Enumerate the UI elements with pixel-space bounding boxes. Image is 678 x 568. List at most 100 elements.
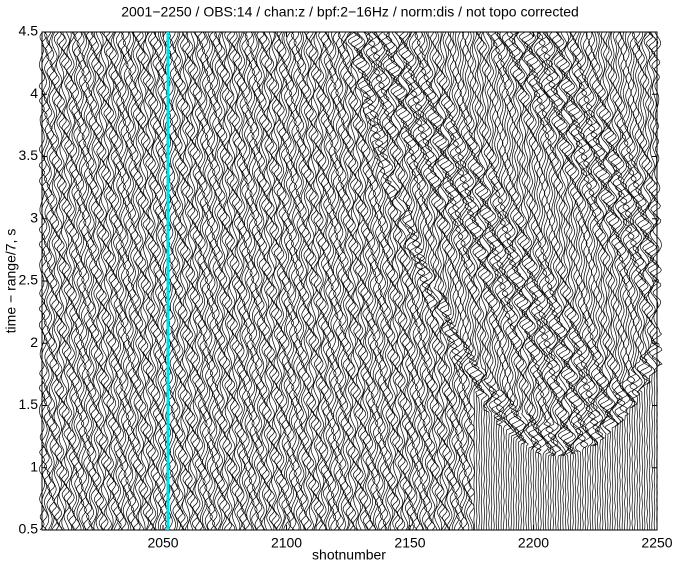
trace [343,31,352,531]
trace [374,31,386,531]
trace [337,31,344,531]
trace [68,31,75,530]
y-tick-label: 1.5 [19,396,39,412]
trace [100,31,107,531]
trace [411,31,423,531]
trace [604,31,616,531]
trace [481,31,492,531]
y-tick-label: 2 [30,334,38,350]
trace [342,31,351,531]
chart-title: 2001−2250 / OBS:14 / chan:z / bpf:2−16Hz… [121,4,579,20]
trace [416,31,428,531]
trace [579,31,591,531]
trace [616,31,628,531]
trace [206,31,214,531]
trace [330,31,337,531]
trace [157,32,164,531]
trace [179,31,186,531]
trace [112,31,120,531]
trace [384,31,396,531]
trace [105,31,112,531]
trace [483,31,495,531]
trace [634,31,646,530]
trace [409,31,421,531]
trace [513,31,525,530]
trace [582,31,594,531]
trace [609,31,621,531]
trace [444,31,455,531]
trace [117,31,125,531]
trace [275,31,283,531]
x-tick-label: 2200 [518,535,549,551]
trace [320,31,327,531]
trace [552,31,564,531]
trace [622,31,633,530]
trace [46,31,53,531]
trace [187,31,194,531]
trace [95,31,102,531]
trace [550,31,562,531]
trace [466,31,478,531]
y-tick-label: 3.5 [19,147,39,163]
trace [649,31,660,531]
trace [248,31,256,531]
trace [402,31,414,531]
trace [61,31,68,531]
trace [463,31,475,530]
trace [377,31,389,531]
trace [631,31,643,531]
trace [317,31,325,531]
trace [399,31,411,531]
x-tick-label: 2050 [147,535,178,551]
trace [459,31,470,531]
trace [498,31,510,530]
trace [322,31,330,531]
x-tick-label: 2100 [271,535,302,551]
trace [599,31,611,531]
y-tick-label: 0.5 [19,521,39,537]
trace [493,31,505,531]
trace [629,31,641,531]
trace [332,31,340,531]
traces [38,31,663,531]
trace [325,31,332,531]
trace [535,31,547,531]
trace [612,31,623,531]
trace [449,31,460,530]
trace [528,31,539,531]
trace [565,31,576,531]
trace [639,31,650,531]
trace [194,31,201,531]
trace [135,31,142,531]
trace [78,31,85,531]
y-axis-label: time − range/7, s [3,229,19,334]
trace [130,31,137,531]
trace [636,31,648,531]
trace [258,31,265,531]
trace [51,31,58,531]
trace [461,31,472,531]
trace [370,31,381,531]
trace [555,31,566,531]
trace [219,31,226,531]
trace [159,31,167,531]
trace [348,32,359,531]
trace [221,31,228,531]
trace [110,31,117,531]
trace [298,31,305,531]
trace [414,31,426,530]
trace [327,32,335,531]
trace [567,31,579,531]
trace [238,31,246,531]
trace [73,31,80,531]
trace [154,31,162,531]
trace [496,31,507,531]
trace [83,31,90,531]
y-tick-label: 2.5 [19,272,39,288]
trace [80,31,88,531]
trace [132,31,139,531]
trace [280,31,288,531]
trace [140,31,147,531]
trace [557,31,569,531]
